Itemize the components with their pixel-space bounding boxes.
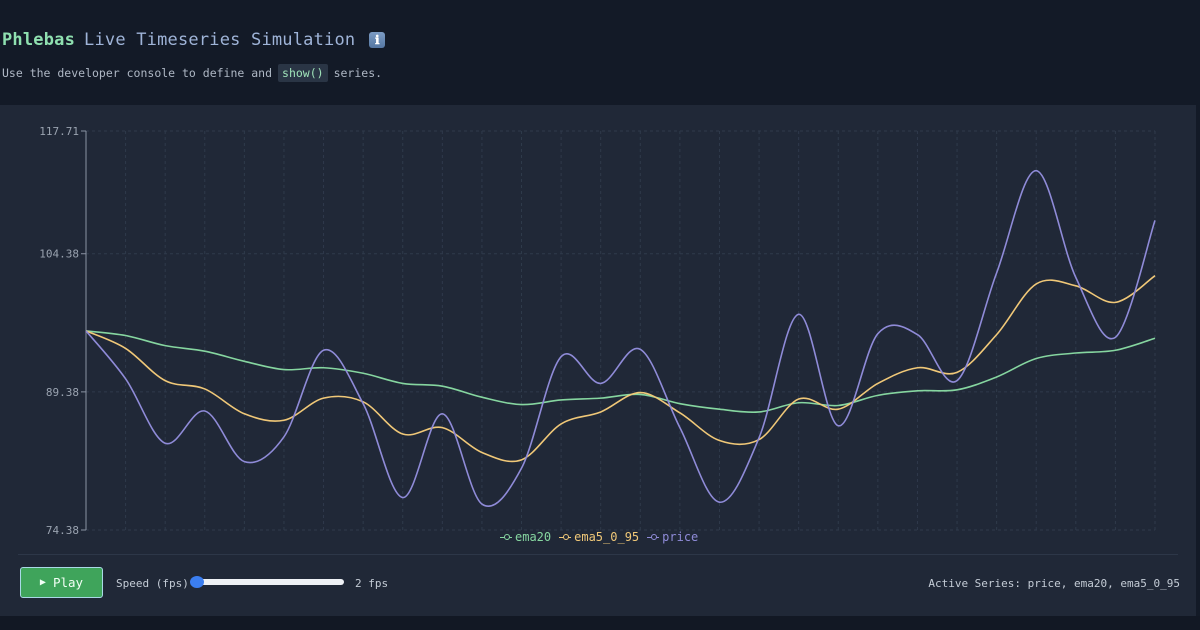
slider-track[interactable] (194, 579, 344, 585)
timeseries-chart: 117.71 104.38 89.38 74.38 (39, 125, 1156, 537)
show-code-snippet: show() (278, 64, 328, 82)
series-line-ema20 (85, 330, 1156, 413)
grid (85, 130, 1156, 531)
chart-legend: ema20 ema5_0_95 price (500, 530, 698, 544)
brand-name: Phlebas (2, 30, 76, 50)
info-icon[interactable]: ℹ (369, 32, 386, 48)
legend-label: ema5_0_95 (574, 530, 640, 544)
legend-label: ema20 (515, 530, 552, 544)
legend-label: price (662, 530, 699, 544)
y-tick-label: 74.38 (46, 524, 79, 537)
legend-item-price[interactable]: price (647, 530, 698, 544)
series-line-ema5-0-95 (85, 275, 1156, 463)
series-line-price (85, 169, 1156, 507)
speed-label: Speed (fps) (116, 577, 189, 590)
chart-panel: 117.71 104.38 89.38 74.38 ema20 ema5_0_95 p… (0, 105, 1196, 616)
legend-line-marker-icon (647, 534, 660, 540)
footer-strip (0, 616, 1200, 630)
y-tick-label: 117.71 (39, 125, 79, 138)
legend-item-ema5-0-95[interactable]: ema5_0_95 (559, 530, 639, 544)
active-series-status: Active Series: price, ema20, ema5_0_95 (928, 577, 1180, 590)
y-axis: 117.71 104.38 89.38 74.38 (39, 125, 87, 537)
page-title: Phlebas Live Timeseries Simulation ℹ (2, 30, 386, 50)
divider (18, 554, 1178, 555)
play-label: Play (52, 575, 84, 590)
slider-thumb[interactable] (190, 576, 204, 588)
subtitle: Use the developer console to define and … (2, 64, 382, 82)
subtitle-text-before: Use the developer console to define and (2, 66, 273, 80)
legend-line-marker-icon (559, 534, 572, 540)
y-tick-label: 104.38 (39, 248, 79, 261)
legend-item-ema20[interactable]: ema20 (500, 530, 551, 544)
y-tick-label: 89.38 (46, 386, 79, 399)
speed-value: 2 fps (355, 577, 389, 590)
legend-line-marker-icon (500, 534, 512, 540)
subtitle-text-after: series. (333, 66, 383, 80)
play-icon: ▶ (39, 577, 46, 588)
header: Phlebas Live Timeseries Simulation ℹ Use… (0, 0, 1200, 104)
play-button[interactable]: ▶ Play (20, 567, 103, 598)
speed-slider[interactable] (190, 576, 344, 588)
title-text: Live Timeseries Simulation (84, 30, 356, 50)
